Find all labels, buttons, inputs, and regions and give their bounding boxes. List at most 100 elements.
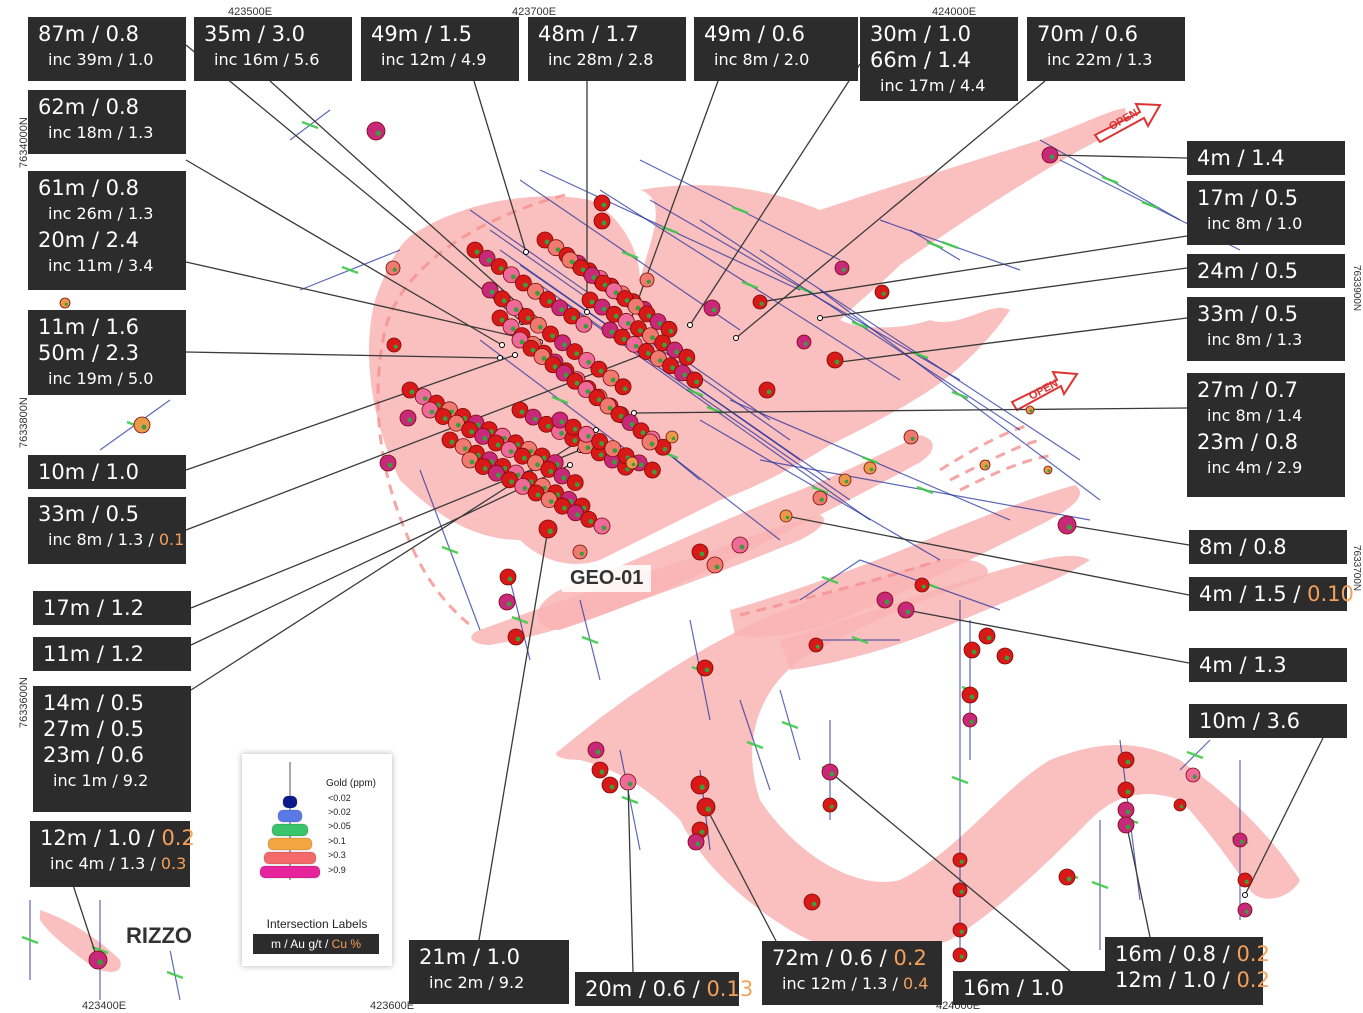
intercept-dot: [898, 602, 914, 618]
legend-stack-graphic: [248, 760, 328, 910]
intercept-core: [672, 437, 676, 441]
intersection-label-row: 21m / 1.0: [419, 944, 559, 970]
intercept-core: [423, 396, 428, 401]
intercept-dot: [588, 742, 604, 758]
intercept-dot: [953, 853, 967, 867]
intercept-core: [575, 482, 580, 487]
intercept-core: [650, 335, 655, 340]
intersection-label-row: inc 26m / 1.3: [38, 201, 176, 227]
intercept-core: [599, 441, 604, 446]
intersection-label-row: inc 4m / 1.3 / 0.3: [40, 851, 180, 877]
intercept-core: [830, 805, 834, 809]
intercept-core: [599, 369, 604, 374]
intercept-dot: [1042, 147, 1058, 163]
intercept-core: [98, 960, 103, 965]
intersection-label-row: 20m / 2.4: [38, 227, 176, 253]
intersection-label-row: inc 8m / 1.3: [1197, 327, 1335, 353]
intercept-core: [870, 468, 874, 472]
intercept-core: [549, 499, 554, 504]
intercept-dot: [60, 298, 70, 308]
coord-right-1: 7633900N: [1351, 265, 1362, 311]
intersection-value: 4m / 1.4: [1197, 146, 1285, 170]
intercept-dot: [640, 273, 654, 287]
intersection-label-row: inc 16m / 5.6: [204, 47, 342, 73]
copper-value: 0.3: [161, 854, 186, 873]
intercept-core: [1005, 656, 1010, 661]
intercept-core: [562, 476, 567, 481]
intercept-core: [610, 330, 615, 335]
copper-value: 0.2: [893, 946, 926, 970]
intersection-label: 10m / 1.0: [28, 455, 186, 489]
intersection-value: inc 28m / 2.8: [548, 50, 653, 69]
intersection-value: 11m / 1.2: [43, 642, 144, 666]
intercept-core: [596, 750, 601, 755]
intercept-core: [500, 318, 505, 323]
trace-mineral-segment: [302, 122, 318, 128]
intersection-label-row: 4m / 1.4: [1197, 145, 1335, 171]
intercept-dot: [877, 592, 893, 608]
coord-bottom-2: 423600E: [370, 1000, 414, 1012]
intercept-core: [985, 465, 988, 468]
intercept-core: [584, 324, 589, 329]
intercept-core: [483, 466, 488, 471]
intercept-core: [1180, 805, 1184, 809]
intercept-core: [575, 381, 580, 386]
intercept-core: [482, 436, 487, 441]
intercept-dot: [567, 475, 583, 491]
intercept-core: [882, 292, 886, 296]
intercept-core: [816, 645, 820, 649]
intercept-dot: [1118, 802, 1134, 818]
intercept-core: [600, 770, 605, 775]
intercept-dot: [953, 948, 967, 962]
intersection-value: 11m / 1.6: [38, 315, 139, 339]
intersection-label-row: inc 8m / 1.3 / 0.1: [38, 527, 176, 553]
intercept-dot: [573, 545, 587, 559]
intersection-label-row: 14m / 0.5: [43, 690, 181, 716]
intercept-core: [469, 429, 474, 434]
intercept-core: [835, 360, 840, 365]
intersection-label-row: 10m / 3.6: [1199, 708, 1337, 734]
intersection-value: 23m / 0.8: [1197, 430, 1298, 454]
intersection-value: inc 22m / 1.3: [1047, 50, 1152, 69]
intersection-label-row: 23m / 0.6: [43, 742, 181, 768]
intercept-core: [922, 585, 926, 589]
intersection-label-row: 17m / 1.2: [43, 595, 181, 621]
intercept-core: [514, 307, 519, 312]
leader-line: [1126, 822, 1150, 937]
intercept-core: [960, 955, 964, 959]
intercept-core: [804, 342, 808, 346]
intercept-core: [786, 516, 790, 520]
intercept-core: [547, 299, 552, 304]
intercept-core: [652, 470, 657, 475]
intercept-core: [508, 577, 513, 582]
intercept-core: [715, 565, 720, 570]
intercept-core: [972, 650, 977, 655]
legend-stack-tier: [260, 866, 320, 878]
intercept-core: [1245, 910, 1249, 914]
intercept-dot: [386, 261, 400, 275]
leader-endpoint: [734, 336, 739, 341]
intercept-core: [885, 600, 890, 605]
intercept-core: [706, 807, 711, 812]
intercept-core: [641, 430, 646, 435]
intercept-core: [388, 463, 393, 468]
intercept-core: [564, 373, 569, 378]
intercept-dot: [953, 883, 967, 897]
intersection-value: 10m / 1.0: [38, 460, 139, 484]
intercept-dot: [964, 642, 980, 658]
intercept-core: [553, 364, 558, 369]
legend-stack-tier: [268, 838, 312, 850]
intersection-label-row: 61m / 0.8: [38, 175, 176, 201]
intersection-label: 11m / 1.6 50m / 2.3 inc 19m / 5.0: [28, 310, 186, 395]
legend: Gold (ppm) <0.02 >0.02 >0.05 >0.1 >0.3 >…: [242, 754, 392, 966]
intercept-dot: [804, 894, 820, 910]
intersection-value: 87m / 0.8: [38, 22, 139, 46]
intersection-value: inc 11m / 3.4: [48, 256, 153, 275]
intersection-label-row: 87m / 0.8: [38, 21, 176, 47]
intersection-label-row: 4m / 1.5 / 0.10: [1199, 581, 1337, 607]
leader-line: [906, 610, 1189, 663]
intercept-core: [970, 720, 974, 724]
intersection-label: 30m / 1.0 66m / 1.4 inc 17m / 4.4: [860, 17, 1018, 101]
intersection-label: 4m / 1.3: [1189, 648, 1347, 682]
intersection-label: 4m / 1.4: [1187, 141, 1345, 175]
